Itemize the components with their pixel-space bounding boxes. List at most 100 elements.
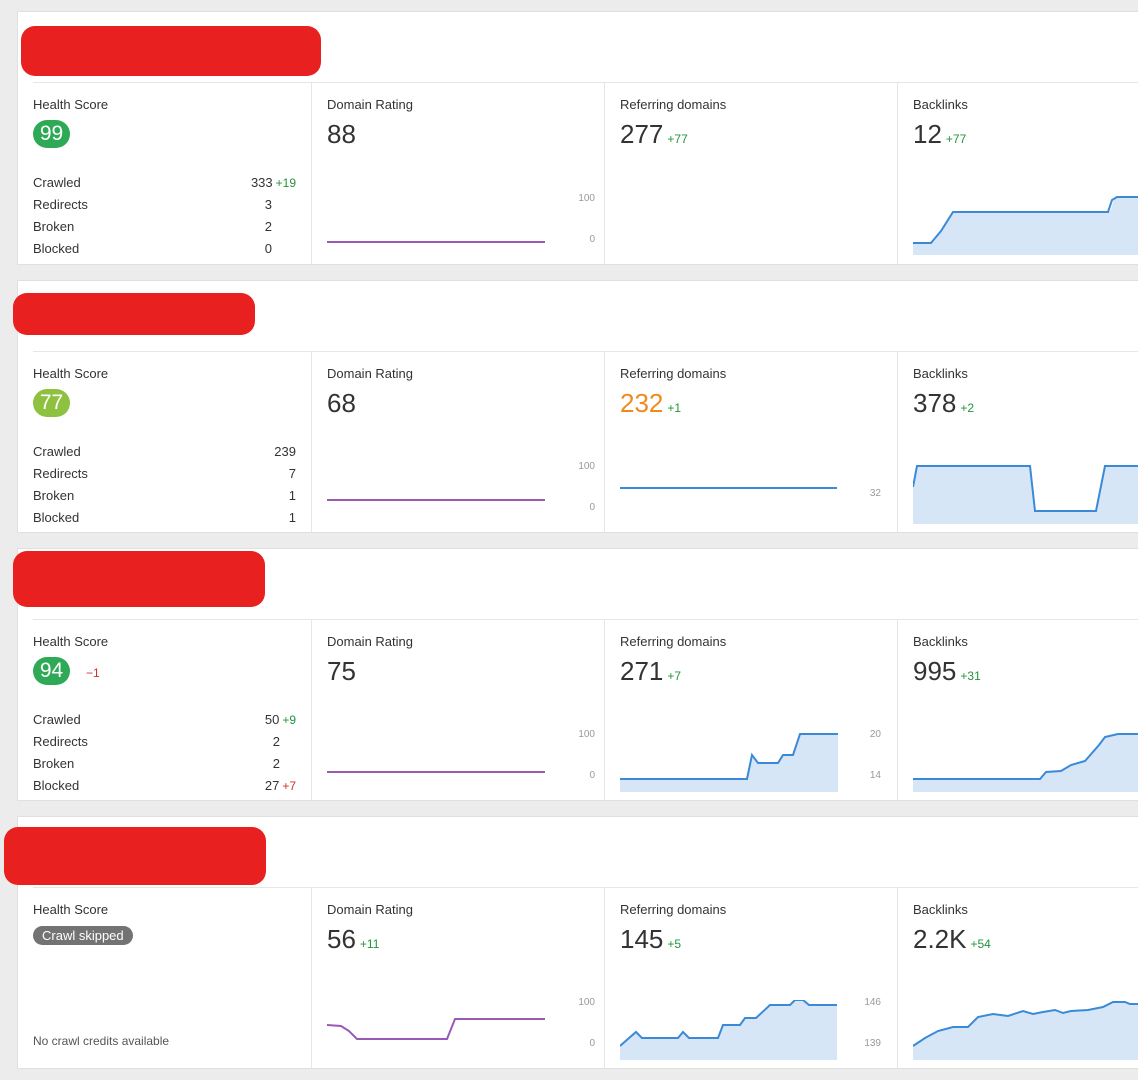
referring-domains-column[interactable]: Referring domains 232 +1 32 <box>604 352 898 532</box>
redirects-row[interactable]: Redirects 3 <box>33 197 296 219</box>
referring-domains-column[interactable]: Referring domains 271 +7 20 14 <box>604 620 898 800</box>
project-card: Health Score 77 Crawled 239 Redirects 7 Br… <box>13 280 1138 533</box>
crawled-label: Crawled <box>33 712 81 727</box>
project-header <box>4 817 1138 888</box>
broken-value: 1 <box>288 488 296 503</box>
backlinks-label: Backlinks <box>913 97 968 112</box>
crawl-skipped-badge: Crawl skipped <box>33 926 133 945</box>
health-score-delta: −1 <box>86 666 100 680</box>
backlinks-label: Backlinks <box>913 366 968 381</box>
broken-label: Broken <box>33 756 75 771</box>
project-header <box>21 12 1138 83</box>
broken-value: 2 <box>272 756 280 771</box>
health-score-column[interactable]: Health Score 99 Crawled 333 +19 Redirects 3… <box>18 83 311 264</box>
domain-rating-label: Domain Rating <box>327 97 413 112</box>
blocked-value: 27 <box>264 778 280 793</box>
backlinks-column[interactable]: Backlinks 378 +2 <box>897 352 1138 532</box>
axis-top-label: 100 <box>578 193 595 204</box>
crawled-value: 333 <box>250 175 273 190</box>
crawled-label: Crawled <box>33 444 81 459</box>
project-card: Health Score 99 Crawled 333 +19 Redirects 3… <box>17 11 1138 265</box>
backlinks-delta: +77 <box>945 132 967 146</box>
health-score-column[interactable]: Health Score 94 −1 Crawled 50 +9 Redirects… <box>18 620 311 800</box>
backlinks-label: Backlinks <box>913 902 968 917</box>
domain-rating-value: 88 <box>327 119 356 149</box>
backlinks-delta: +54 <box>970 937 991 951</box>
axis-bottom-label: 14 <box>869 770 881 781</box>
crawled-row[interactable]: Crawled 239 <box>33 444 296 466</box>
redacted-project-name <box>21 26 321 76</box>
blocked-label: Blocked <box>33 510 80 525</box>
referring-domains-value: 145 +5 <box>620 924 682 954</box>
backlinks-column[interactable]: Backlinks 995 +31 <box>897 620 1138 800</box>
project-header <box>13 549 1138 620</box>
axis-top-label: 100 <box>578 729 595 740</box>
redacted-project-name <box>13 293 255 335</box>
referring-domains-column[interactable]: Referring domains 145 +5 146 139 <box>604 888 898 1068</box>
crawled-row[interactable]: Crawled 50 +9 <box>33 712 296 734</box>
domain-rating-label: Domain Rating <box>327 366 413 381</box>
referring-domains-delta: +7 <box>667 669 682 683</box>
domain-rating-column[interactable]: Domain Rating 75 100 0 <box>311 620 605 800</box>
domain-rating-sparkline <box>327 499 545 501</box>
domain-rating-column[interactable]: Domain Rating 88 100 0 <box>311 83 605 264</box>
redirects-value: 2 <box>272 734 280 749</box>
backlinks-sparkline <box>913 465 1138 524</box>
referring-domains-label: Referring domains <box>620 97 727 112</box>
redirects-label: Redirects <box>33 466 88 481</box>
backlinks-value: 12 +77 <box>913 119 967 149</box>
blocked-row[interactable]: Blocked 27 +7 <box>33 778 296 800</box>
broken-label: Broken <box>33 219 75 234</box>
crawled-label: Crawled <box>33 175 81 190</box>
domain-rating-column[interactable]: Domain Rating 68 100 0 <box>311 352 605 532</box>
backlinks-sparkline <box>913 733 1138 792</box>
backlinks-value: 2.2K +54 <box>913 924 991 954</box>
domain-rating-value: 75 <box>327 656 356 686</box>
blocked-label: Blocked <box>33 241 80 256</box>
health-score-column[interactable]: Health Score Crawl skipped No crawl cred… <box>18 888 311 1068</box>
redirects-row[interactable]: Redirects 2 <box>33 734 296 756</box>
redirects-value: 7 <box>288 466 296 481</box>
domain-rating-sparkline <box>327 241 545 243</box>
backlinks-sparkline <box>913 196 1138 255</box>
broken-row[interactable]: Broken 2 <box>33 756 296 778</box>
backlinks-column[interactable]: Backlinks 12 +77 <box>897 83 1138 264</box>
domain-rating-column[interactable]: Domain Rating 56 +11 100 0 <box>311 888 605 1068</box>
backlinks-sparkline <box>913 1001 1138 1060</box>
project-header <box>13 281 1138 352</box>
health-score-badge: 99 <box>33 120 70 148</box>
project-card: Health Score 94 −1 Crawled 50 +9 Redirects… <box>13 548 1138 801</box>
project-card: Health Score Crawl skipped No crawl cred… <box>4 816 1138 1069</box>
redacted-project-name <box>13 551 265 607</box>
redacted-project-name <box>4 827 266 885</box>
redirects-row[interactable]: Redirects 7 <box>33 466 296 488</box>
referring-domains-value: 277 +77 <box>620 119 688 149</box>
referring-domains-delta: +1 <box>667 401 682 415</box>
health-score-label: Health Score <box>33 634 109 649</box>
axis-top-label: 100 <box>578 461 595 472</box>
blocked-row[interactable]: Blocked 1 <box>33 510 296 532</box>
health-score-badge: 77 <box>33 389 70 417</box>
domain-rating-delta: +11 <box>359 937 380 951</box>
blocked-value: 1 <box>288 510 296 525</box>
health-score-column[interactable]: Health Score 77 Crawled 239 Redirects 7 Br… <box>18 352 311 532</box>
blocked-row[interactable]: Blocked 0 <box>33 241 296 263</box>
referring-domains-delta: +5 <box>667 937 682 951</box>
axis-top-label: 100 <box>578 997 595 1008</box>
blocked-label: Blocked <box>33 778 80 793</box>
referring-domains-delta: +77 <box>667 132 688 146</box>
crawled-value: 239 <box>274 444 296 459</box>
referring-domains-value: 271 +7 <box>620 656 682 686</box>
axis-bottom-label: 0 <box>589 234 595 245</box>
backlinks-delta: +2 <box>960 401 975 415</box>
referring-domains-column[interactable]: Referring domains 277 +77 <box>604 83 898 264</box>
backlinks-column[interactable]: Backlinks 2.2K +54 <box>897 888 1138 1068</box>
broken-row[interactable]: Broken 1 <box>33 488 296 510</box>
crawled-row[interactable]: Crawled 333 +19 <box>33 175 296 197</box>
referring-domains-value: 232 +1 <box>620 388 682 418</box>
domain-rating-label: Domain Rating <box>327 634 413 649</box>
crawl-stats: Crawled 333 +19 Redirects 3 Broken 2 Blocked… <box>33 175 296 263</box>
broken-row[interactable]: Broken 2 <box>33 219 296 241</box>
no-crawl-credits-note: No crawl credits available <box>33 1034 170 1048</box>
redirects-label: Redirects <box>33 197 88 212</box>
